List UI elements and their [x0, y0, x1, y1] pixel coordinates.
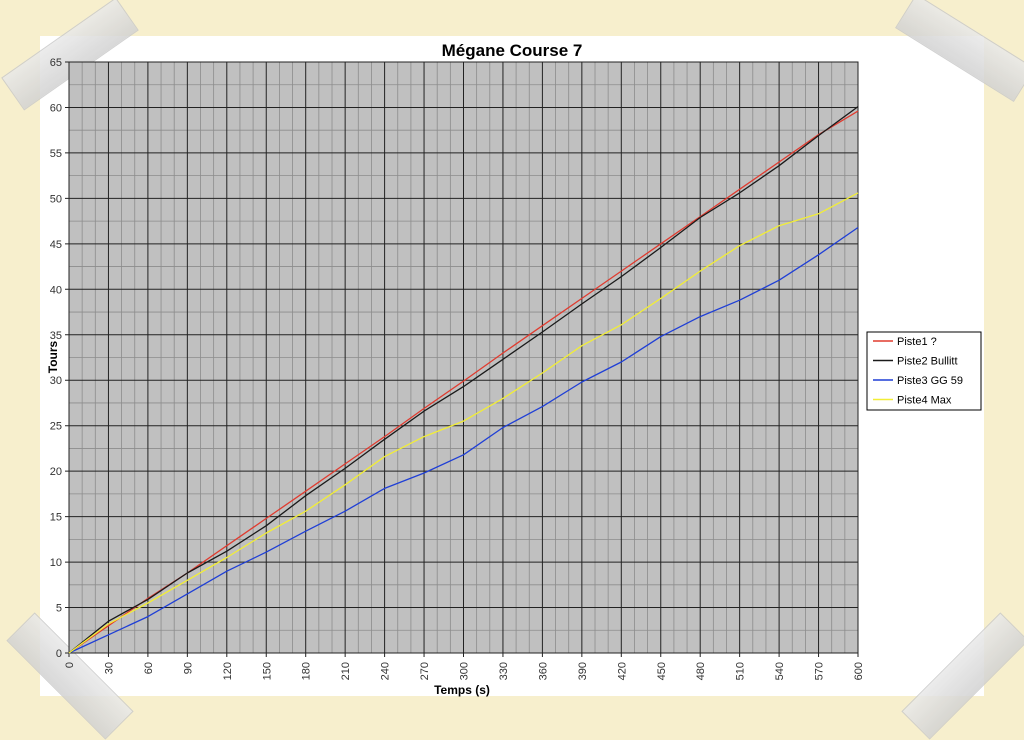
y-tick-label: 55	[50, 148, 62, 160]
legend-label-1: Piste1 ?	[897, 336, 937, 348]
y-tick-label: 45	[50, 239, 62, 251]
x-tick-label: 180	[301, 662, 313, 680]
y-axis-label: Tours	[46, 340, 60, 373]
x-tick-label: 120	[222, 662, 234, 680]
grid-major	[65, 61, 859, 657]
series-lines	[68, 106, 859, 654]
x-tick-label: 390	[577, 662, 589, 680]
x-tick-label: 150	[261, 662, 273, 680]
y-axis-ticks: 0 5 10 15 20 25 30 35 40 45 50 55 60 65	[50, 57, 62, 660]
x-tick-label: 60	[143, 662, 155, 674]
y-tick-label: 50	[50, 193, 62, 205]
x-tick-label: 450	[656, 662, 668, 680]
y-tick-label: 5	[56, 603, 62, 615]
x-tick-label: 570	[814, 662, 826, 680]
legend-label-3: Piste3 GG 59	[897, 375, 963, 387]
x-tick-label: 210	[340, 662, 352, 680]
y-tick-label: 25	[50, 421, 62, 433]
y-tick-label: 10	[50, 557, 62, 569]
x-tick-label: 510	[735, 662, 747, 680]
chart-title: Mégane Course 7	[442, 41, 583, 60]
x-tick-label: 0	[64, 662, 76, 668]
x-tick-label: 480	[695, 662, 707, 680]
y-tick-label: 40	[50, 284, 62, 296]
y-tick-label: 35	[50, 330, 62, 342]
x-tick-label: 30	[103, 662, 115, 674]
x-tick-label: 420	[616, 662, 628, 680]
y-tick-label: 30	[50, 375, 62, 387]
x-tick-label: 540	[774, 662, 786, 680]
x-tick-label: 270	[419, 662, 431, 680]
x-axis-label: Temps (s)	[434, 683, 490, 697]
x-tick-label: 360	[537, 662, 549, 680]
legend: Piste1 ? Piste2 Bullitt Piste3 GG 59 Piste4…	[866, 331, 982, 411]
x-tick-label: 300	[459, 662, 471, 680]
series-line-3	[68, 226, 859, 654]
series-line-2	[68, 106, 859, 654]
x-axis-ticks: 0 30 60 90 120 150 180 210 240 270 300 330 360 390 420…	[64, 662, 865, 680]
y-tick-label: 65	[50, 57, 62, 69]
x-tick-label: 90	[182, 662, 194, 674]
y-tick-label: 15	[50, 512, 62, 524]
y-tick-label: 0	[56, 648, 62, 660]
legend-label-2: Piste2 Bullitt	[897, 356, 958, 368]
legend-box	[866, 331, 982, 411]
x-tick-label: 330	[498, 662, 510, 680]
x-tick-label: 240	[380, 662, 392, 680]
y-tick-label: 60	[50, 102, 62, 114]
legend-label-4: Piste4 Max	[897, 395, 952, 407]
series-line-4	[68, 192, 859, 654]
series-line-1	[68, 110, 859, 654]
x-tick-label: 600	[853, 662, 865, 680]
y-tick-label: 20	[50, 466, 62, 478]
plot-border	[68, 61, 859, 654]
